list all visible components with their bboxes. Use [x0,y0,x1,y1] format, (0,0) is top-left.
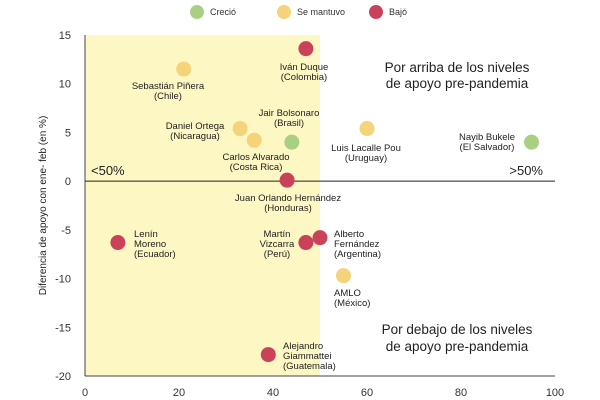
x-axis-ticks: 0 20 40 60 80 100 [82,387,564,399]
data-point [312,230,328,246]
x-tick-label: 80 [455,387,467,399]
region-annotations: Por arriba de los niveles de apoyo pre-p… [91,60,543,354]
point-label: Juan Orlando Hernández (Honduras) [235,193,341,214]
point-label: Martín Vizcarra (Perú) [260,229,295,260]
point-label: Carlos Alvarado (Costa Rica) [222,152,289,173]
data-point [298,235,314,251]
data-points [110,41,539,363]
below-annotation-line-1: Por debajo de los niveles [382,322,533,337]
point-label: Sebastián Piñera (Chile) [132,81,205,102]
legend-label: Creció [210,7,236,17]
y-axis-ticks: -20 -15 -10 -5 0 5 10 15 [55,30,71,383]
above-annotation-line-1: Por arriba de los niveles [385,60,530,75]
y-tick-label: 10 [59,79,71,91]
y-axis-title: Diferencia de apoyo con ene- feb (en %) [38,116,49,296]
above-annotation-line-2: de apoyo pre-pandemia [386,76,529,91]
legend-marker [277,5,291,19]
y-tick-label: 15 [59,30,71,42]
below-annotation-line-2: de apoyo pre-pandemia [386,339,529,354]
point-label: Lenín Moreno (Ecuador) [134,229,176,260]
point-label: Luis Lacalle Pou (Uruguay) [331,143,401,164]
point-label: Alberto Fernández (Argentina) [334,229,381,260]
x-tick-label: 100 [546,387,564,399]
legend-label: Bajó [389,7,407,17]
left-half-label: <50% [91,163,125,178]
point-labels: Iván Duque (Colombia) Sebastián Piñera (Chi… [132,62,515,372]
x-tick-label: 20 [173,387,185,399]
legend-marker [190,5,204,19]
right-half-label: >50% [509,163,543,178]
legend-label: Se mantuvo [297,7,345,17]
point-label: Iván Duque (Colombia) [280,62,329,83]
below-50-region [85,35,320,376]
point-label: Jair Bolsonaro (Brasil) [259,108,320,129]
x-tick-label: 0 [82,387,88,399]
y-tick-label: -15 [55,322,71,334]
point-label: AMLO (México) [334,288,370,309]
point-label: Nayib Bukele (El Salvador) [459,132,515,153]
data-point [176,61,192,77]
data-point [110,235,126,251]
y-tick-label: -5 [61,225,71,237]
data-point [284,134,300,150]
y-tick-label: 0 [65,176,71,188]
data-point [336,268,351,284]
data-point [279,172,295,188]
point-label: Daniel Ortega (Nicaragua) [166,121,225,142]
legend-marker [369,5,383,19]
y-tick-label: -10 [55,274,71,286]
x-tick-label: 60 [361,387,373,399]
x-tick-label: 40 [267,387,279,399]
data-point [260,347,276,363]
y-tick-label: 5 [65,127,71,139]
data-point [524,134,539,150]
data-point [246,132,262,148]
data-point [232,121,248,137]
legend: Creció Se mantuvo Bajó [190,5,407,19]
data-point [359,121,375,137]
data-point [298,41,314,57]
point-label: Alejandro Giammattei (Guatemala) [283,341,336,372]
y-tick-label: -20 [55,371,71,383]
